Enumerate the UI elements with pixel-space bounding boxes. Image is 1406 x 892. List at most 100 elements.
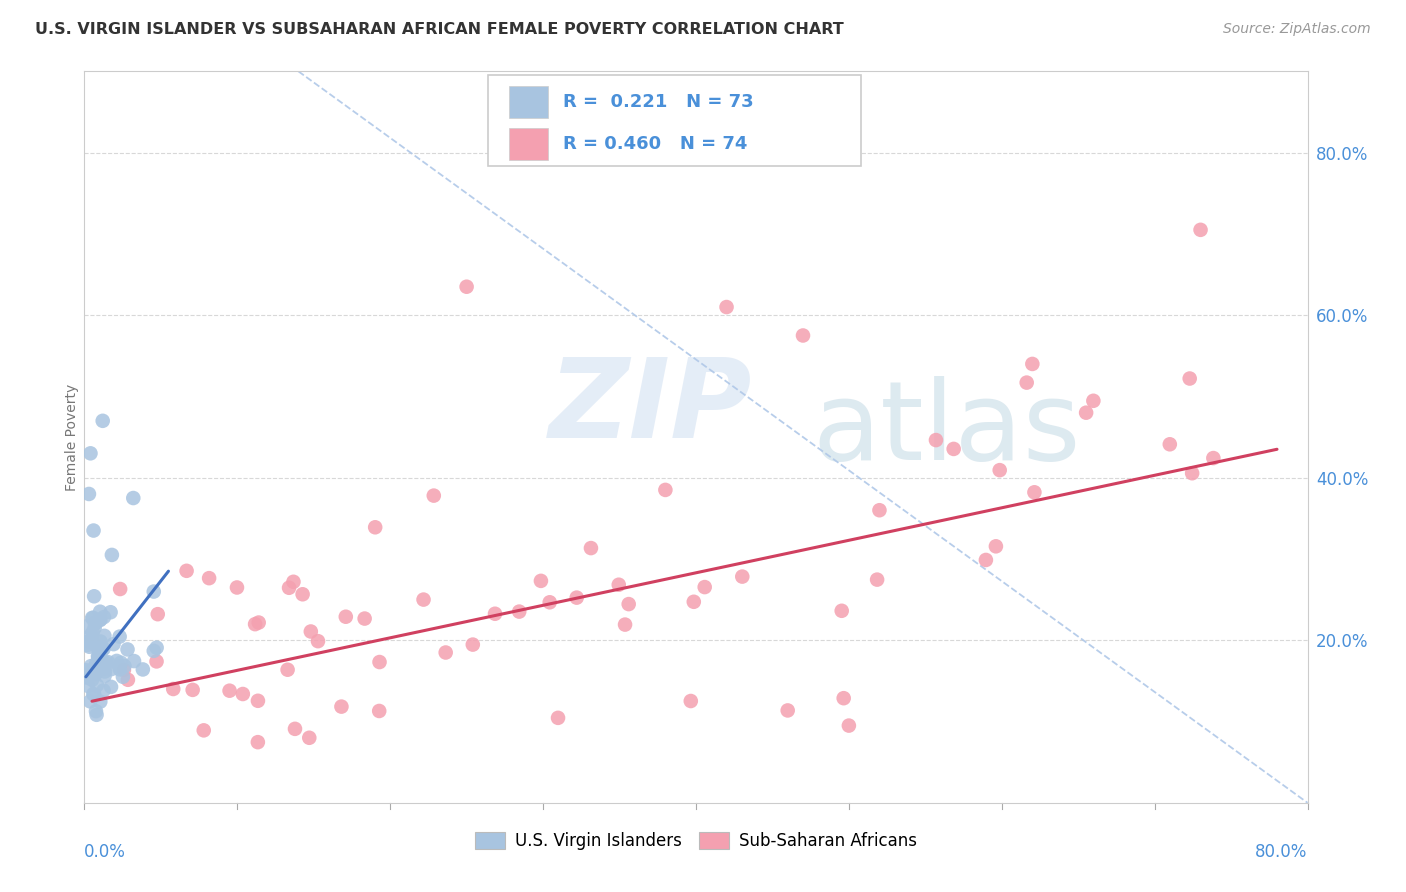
Point: [368, 704, 391, 718]
Point: [299, 624, 322, 639]
Point: [716, 300, 738, 314]
Point: [291, 587, 314, 601]
Point: [247, 615, 270, 630]
Y-axis label: Female Poverty: Female Poverty: [65, 384, 79, 491]
Point: [82, 662, 104, 676]
Point: [87, 644, 110, 658]
Point: [80, 635, 103, 649]
Point: [108, 659, 131, 673]
Point: [79, 694, 101, 708]
Point: [93, 629, 115, 643]
Point: [193, 723, 215, 738]
Point: [105, 654, 128, 668]
Point: [368, 655, 391, 669]
Point: [80, 659, 103, 673]
Point: [423, 489, 446, 503]
Point: [83, 589, 105, 603]
Point: [108, 582, 131, 596]
Point: [82, 611, 104, 625]
Text: ZIP: ZIP: [550, 354, 752, 461]
Point: [103, 637, 125, 651]
Point: [866, 573, 889, 587]
Point: [277, 663, 299, 677]
Point: [832, 691, 855, 706]
Point: [75, 663, 97, 677]
Point: [607, 578, 630, 592]
Point: [925, 433, 948, 447]
Point: [142, 584, 165, 599]
Point: [1181, 467, 1204, 481]
Point: [83, 524, 105, 538]
Point: [145, 640, 167, 655]
Point: [84, 704, 107, 718]
Point: [83, 688, 105, 702]
Point: [284, 722, 307, 736]
Point: [82, 625, 104, 640]
Point: [89, 695, 111, 709]
Point: [682, 595, 704, 609]
Point: [412, 592, 434, 607]
Point: [75, 620, 97, 634]
Bar: [509, 128, 548, 161]
FancyBboxPatch shape: [488, 75, 860, 167]
Point: [112, 663, 135, 677]
Point: [82, 611, 104, 625]
Text: atlas: atlas: [813, 376, 1081, 483]
Point: [83, 621, 105, 635]
Point: [831, 604, 853, 618]
Point: [94, 656, 117, 670]
Point: [974, 553, 997, 567]
Point: [679, 694, 702, 708]
Point: [1178, 371, 1201, 385]
Point: [988, 463, 1011, 477]
Point: [508, 605, 530, 619]
Point: [246, 694, 269, 708]
Point: [145, 654, 167, 668]
Point: [538, 595, 561, 609]
Point: [91, 657, 114, 671]
Point: [80, 632, 103, 647]
Point: [84, 667, 107, 681]
Point: [614, 617, 637, 632]
Point: [1189, 223, 1212, 237]
Point: [1202, 451, 1225, 466]
Point: [93, 662, 115, 676]
Point: [434, 646, 457, 660]
Point: [232, 687, 254, 701]
Text: U.S. VIRGIN ISLANDER VS SUBSAHARAN AFRICAN FEMALE POVERTY CORRELATION CHART: U.S. VIRGIN ISLANDER VS SUBSAHARAN AFRIC…: [35, 22, 844, 37]
Point: [198, 571, 221, 585]
Point: [162, 681, 184, 696]
Legend: U.S. Virgin Islanders, Sub-Saharan Africans: U.S. Virgin Islanders, Sub-Saharan Afric…: [468, 825, 924, 856]
Point: [79, 446, 101, 460]
Point: [93, 669, 115, 683]
Point: [1015, 376, 1038, 390]
Point: [693, 580, 716, 594]
Point: [114, 659, 136, 673]
Point: [90, 634, 112, 648]
Point: [176, 564, 198, 578]
Point: [87, 650, 110, 665]
Point: [1074, 406, 1097, 420]
Point: [942, 442, 965, 456]
Point: [122, 654, 145, 668]
Point: [146, 607, 169, 622]
Point: [94, 665, 117, 679]
Point: [218, 683, 240, 698]
Point: [90, 643, 112, 657]
Point: [461, 638, 484, 652]
Point: [89, 613, 111, 627]
Point: [86, 678, 108, 692]
Point: [1083, 393, 1105, 408]
Point: [278, 581, 301, 595]
Text: 0.0%: 0.0%: [84, 843, 127, 861]
Point: [79, 640, 101, 654]
Point: [76, 638, 98, 652]
Point: [89, 613, 111, 627]
Point: [82, 687, 104, 701]
Point: [86, 664, 108, 678]
Point: [307, 634, 329, 648]
Point: [792, 328, 814, 343]
Point: [617, 597, 640, 611]
Point: [1159, 437, 1181, 451]
Point: [108, 662, 131, 676]
